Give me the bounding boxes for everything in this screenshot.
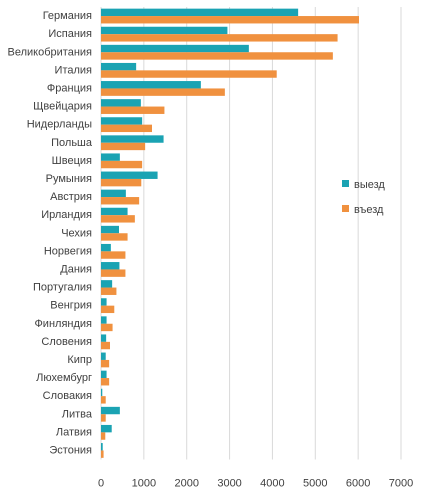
bar-vezd xyxy=(101,359,110,368)
bar-vezd xyxy=(101,432,106,440)
bar-vyezd xyxy=(101,406,120,415)
bar-vezd xyxy=(101,450,104,458)
x-tick-labels: 0 1000 2000 3000 4000 5000 6000 7000 xyxy=(98,478,413,490)
x-tick-label: 1000 xyxy=(132,478,156,490)
bar-vezd xyxy=(101,106,165,114)
bar-vyezd xyxy=(101,298,107,306)
bar-vezd xyxy=(101,34,338,42)
bar-vezd xyxy=(101,160,143,169)
bar-vyezd xyxy=(101,388,103,397)
bar-vezd xyxy=(101,124,152,133)
legend: выезд въезд xyxy=(342,179,385,216)
category-label: Дания xyxy=(60,263,92,275)
category-label: Венгрия xyxy=(50,300,92,312)
bar-vezd xyxy=(101,233,128,241)
bar-vyezd xyxy=(101,81,201,89)
category-label: Польша xyxy=(51,137,93,149)
bar-vyezd xyxy=(101,99,141,107)
legend-label-vezd: въезд xyxy=(354,204,384,216)
category-label: Германия xyxy=(43,10,92,22)
category-label: Италия xyxy=(55,64,93,76)
bar-vyezd xyxy=(101,8,299,17)
bar-vezd xyxy=(101,305,115,314)
x-tick-label: 5000 xyxy=(303,478,327,490)
bar-vyezd xyxy=(101,26,228,35)
bar-vyezd xyxy=(101,189,126,198)
bar-vyezd xyxy=(101,262,120,270)
x-tick-label: 2000 xyxy=(174,478,198,490)
bar-vezd xyxy=(101,215,135,223)
category-label: Австрия xyxy=(50,191,92,203)
bar-vezd xyxy=(101,52,333,60)
bar-vezd xyxy=(101,251,126,259)
bar-vyezd xyxy=(101,171,158,179)
category-label: Испания xyxy=(48,28,92,40)
category-label: Норвегия xyxy=(44,245,92,257)
bar-vezd xyxy=(101,414,106,422)
category-label: Нидерланды xyxy=(27,119,92,131)
bar-vyezd xyxy=(101,117,143,125)
bar-vyezd xyxy=(101,370,107,379)
bar-vyezd xyxy=(101,135,164,143)
x-tick-label: 4000 xyxy=(260,478,284,490)
category-labels: Германия Испания Великобритания Италия Франц… xyxy=(8,10,93,456)
bar-vezd xyxy=(101,287,117,295)
bar-vyezd xyxy=(101,225,119,234)
bar-vyezd xyxy=(101,352,106,360)
category-label: Чехия xyxy=(61,227,92,239)
legend-label-vyezd: выезд xyxy=(354,179,385,191)
bar-vyezd xyxy=(101,443,103,451)
category-label: Финляндия xyxy=(34,318,92,330)
bar-vyezd xyxy=(101,316,107,324)
bar-vezd xyxy=(101,378,110,386)
bar-vezd xyxy=(101,396,106,404)
category-label: Румыния xyxy=(46,173,92,185)
category-label: Словения xyxy=(41,336,92,348)
bar-vezd xyxy=(101,269,126,277)
bar-vyezd xyxy=(101,280,113,288)
x-tick-label: 0 xyxy=(98,478,104,490)
bar-vyezd xyxy=(101,334,107,342)
bar-vyezd xyxy=(101,44,249,53)
bar-vyezd xyxy=(101,153,120,161)
bar-vezd xyxy=(101,70,277,78)
bar-vezd xyxy=(101,16,359,24)
category-label: Кипр xyxy=(67,354,92,366)
x-tick-label: 6000 xyxy=(346,478,370,490)
category-label: Швеция xyxy=(52,155,92,167)
category-label: Великобритания xyxy=(8,46,93,58)
category-label: Ирландия xyxy=(41,209,92,221)
bar-vezd xyxy=(101,323,113,332)
bar-vyezd xyxy=(101,243,111,252)
category-label: Литва xyxy=(62,408,93,420)
legend-swatch-vyezd xyxy=(342,180,349,187)
category-label: Эстония xyxy=(49,444,92,456)
category-label: Словакия xyxy=(43,390,92,402)
bar-vezd xyxy=(101,197,140,205)
category-label: Люхембург xyxy=(36,372,92,384)
category-label: Португалия xyxy=(33,282,92,294)
bar-vezd xyxy=(101,178,142,187)
bar-vezd xyxy=(101,88,225,96)
bar-vyezd xyxy=(101,207,128,216)
bar-vyezd xyxy=(101,62,137,71)
category-label: Франция xyxy=(47,82,92,94)
category-label: Щвейцария xyxy=(33,101,92,113)
x-tick-label: 3000 xyxy=(217,478,241,490)
bar-vezd xyxy=(101,341,110,350)
x-tick-label: 7000 xyxy=(389,478,413,490)
bars xyxy=(101,8,359,458)
bar-vezd xyxy=(101,142,146,151)
bar-vyezd xyxy=(101,424,112,433)
category-label: Латвия xyxy=(56,426,92,438)
legend-swatch-vezd xyxy=(342,205,349,212)
